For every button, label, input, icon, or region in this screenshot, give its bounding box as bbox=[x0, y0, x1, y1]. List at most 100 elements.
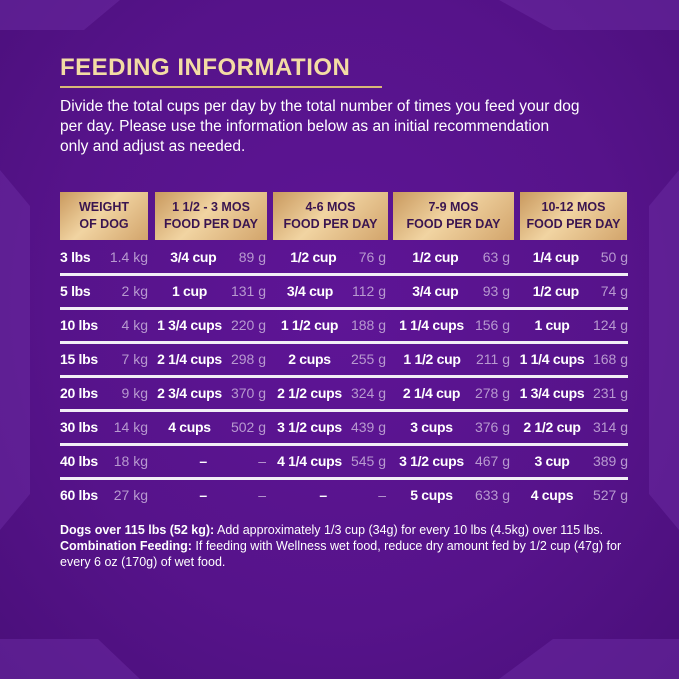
amount-cell: 1/2 cup 74 g bbox=[515, 283, 628, 301]
grams-value: 188 g bbox=[350, 317, 386, 333]
column-header: 10-12 MOS FOOD PER DAY bbox=[520, 192, 627, 240]
row-divider bbox=[60, 341, 628, 344]
weight-cell: 10 lbs 4 kg bbox=[60, 317, 148, 335]
grams-value: 89 g bbox=[238, 249, 266, 265]
amount-cell: 2 1/4 cups 298 g bbox=[152, 351, 266, 369]
amount-cell: – – bbox=[272, 487, 386, 505]
cups-value: – bbox=[319, 487, 327, 503]
grams-value: – bbox=[258, 487, 266, 503]
weight-kg: 18 kg bbox=[113, 453, 148, 469]
amount-cell: 2 cups 255 g bbox=[272, 351, 386, 369]
cups-value: 1 3/4 cups bbox=[157, 317, 222, 333]
amount-cell: 4 cups 502 g bbox=[152, 419, 266, 437]
cups-value: 3/4 cup bbox=[286, 283, 334, 299]
header-line-2: OF DOG bbox=[79, 217, 129, 231]
amount-cell: 2 1/4 cup 278 g bbox=[392, 385, 510, 403]
footer-bold-1: Dogs over 115 lbs (52 kg): bbox=[60, 523, 215, 537]
table-row: 3 lbs 1.4 kg 3/4 cup 89 g 1/2 cup 76 g 1/2 cup… bbox=[60, 241, 628, 275]
amount-cell: 3/4 cup 112 g bbox=[272, 283, 386, 301]
table-row: 30 lbs 14 kg 4 cups 502 g 3 1/2 cups 439 g 3 c… bbox=[60, 411, 628, 445]
page-title: FEEDING INFORMATION bbox=[60, 54, 351, 81]
weight-kg: 1.4 kg bbox=[109, 249, 148, 265]
grams-value: – bbox=[258, 453, 266, 469]
weight-cell: 5 lbs 2 kg bbox=[60, 283, 148, 301]
grams-value: 112 g bbox=[352, 283, 386, 299]
cups-value: 3 1/2 cups bbox=[277, 419, 342, 435]
cups-value: 1 1/4 cups bbox=[399, 317, 464, 333]
grams-value: 63 g bbox=[482, 249, 510, 265]
cups-value: 4 cups bbox=[168, 419, 211, 435]
grams-value: 76 g bbox=[358, 249, 386, 265]
table-row: 20 lbs 9 kg 2 3/4 cups 370 g 2 1/2 cups 324 g… bbox=[60, 377, 628, 411]
grams-value: 376 g bbox=[474, 419, 510, 435]
grams-value: – bbox=[378, 487, 386, 503]
row-divider bbox=[60, 409, 628, 412]
amount-cell: 1 1/2 cup 188 g bbox=[272, 317, 386, 335]
decor-shape bbox=[649, 170, 679, 530]
amount-cell: 1 1/4 cups 156 g bbox=[392, 317, 510, 335]
column-header: 4-6 MOS FOOD PER DAY bbox=[273, 192, 388, 240]
amount-cell: 1/2 cup 63 g bbox=[392, 249, 510, 267]
grams-value: 439 g bbox=[350, 419, 386, 435]
weight-lbs: 3 lbs bbox=[60, 249, 91, 265]
amount-cell: 3 cup 389 g bbox=[515, 453, 628, 471]
grams-value: 211 g bbox=[476, 351, 510, 367]
cups-value: 1 3/4 cups bbox=[519, 385, 585, 401]
grams-value: 324 g bbox=[350, 385, 386, 401]
cups-value: 2 3/4 cups bbox=[157, 385, 222, 401]
weight-lbs: 40 lbs bbox=[60, 453, 98, 469]
grams-value: 168 g bbox=[592, 351, 628, 367]
amount-cell: 3/4 cup 89 g bbox=[152, 249, 266, 267]
header-line-2: FOOD PER DAY bbox=[163, 217, 258, 231]
weight-cell: 40 lbs 18 kg bbox=[60, 453, 148, 471]
cups-value: 2 1/4 cups bbox=[157, 351, 222, 367]
grams-value: 298 g bbox=[230, 351, 266, 367]
row-divider bbox=[60, 477, 628, 480]
amount-cell: 3 1/2 cups 467 g bbox=[392, 453, 510, 471]
weight-lbs: 5 lbs bbox=[60, 283, 91, 299]
amount-cell: – – bbox=[152, 453, 266, 471]
header-line-1: 4-6 MOS bbox=[305, 200, 356, 214]
table-row: 15 lbs 7 kg 2 1/4 cups 298 g 2 cups 255 g 1 1/… bbox=[60, 343, 628, 377]
footer-text-1: Add approximately 1/3 cup (34g) for ever… bbox=[214, 523, 604, 537]
grams-value: 131 g bbox=[230, 283, 266, 299]
grams-value: 255 g bbox=[350, 351, 386, 367]
cups-value: 1/2 cup bbox=[412, 249, 459, 265]
cups-value: 2 1/2 cup bbox=[523, 419, 581, 435]
header-line-2: FOOD PER DAY bbox=[283, 217, 378, 231]
cups-value: 1 cup bbox=[171, 283, 208, 299]
cups-value: 1 1/2 cup bbox=[280, 317, 339, 333]
grams-value: 633 g bbox=[474, 487, 510, 503]
weight-cell: 30 lbs 14 kg bbox=[60, 419, 148, 437]
footer-text-2: If feeding with Wellness wet food, reduc… bbox=[60, 539, 622, 569]
weight-kg: 4 kg bbox=[121, 317, 148, 333]
grams-value: 314 g bbox=[592, 419, 628, 435]
grams-value: 389 g bbox=[592, 453, 628, 469]
table-row: 40 lbs 18 kg – – 4 1/4 cups 545 g 3 1/2 cups 46… bbox=[60, 445, 628, 479]
cups-value: 2 1/2 cups bbox=[277, 385, 342, 401]
weight-cell: 15 lbs 7 kg bbox=[60, 351, 148, 369]
grams-value: 370 g bbox=[230, 385, 266, 401]
grams-value: 231 g bbox=[592, 385, 628, 401]
weight-lbs: 20 lbs bbox=[60, 385, 98, 401]
weight-cell: 60 lbs 27 kg bbox=[60, 487, 148, 505]
amount-cell: 1 1/4 cups 168 g bbox=[515, 351, 628, 369]
grams-value: 467 g bbox=[474, 453, 510, 469]
header-line-1: 1 1/2 - 3 MOS bbox=[172, 200, 250, 214]
row-divider bbox=[60, 443, 628, 446]
amount-cell: 1/4 cup 50 g bbox=[515, 249, 628, 267]
amount-cell: 4 1/4 cups 545 g bbox=[272, 453, 386, 471]
weight-lbs: 15 lbs bbox=[60, 351, 98, 367]
amount-cell: 1 3/4 cups 231 g bbox=[515, 385, 628, 403]
weight-kg: 2 kg bbox=[121, 283, 148, 299]
decor-shape bbox=[0, 170, 30, 530]
cups-value: 4 cups bbox=[530, 487, 574, 503]
cups-value: 1 1/2 cup bbox=[403, 351, 461, 367]
cups-value: 3 1/2 cups bbox=[399, 453, 464, 469]
weight-kg: 27 kg bbox=[113, 487, 148, 503]
amount-cell: 5 cups 633 g bbox=[392, 487, 510, 505]
cups-value: 2 1/4 cup bbox=[402, 385, 461, 401]
